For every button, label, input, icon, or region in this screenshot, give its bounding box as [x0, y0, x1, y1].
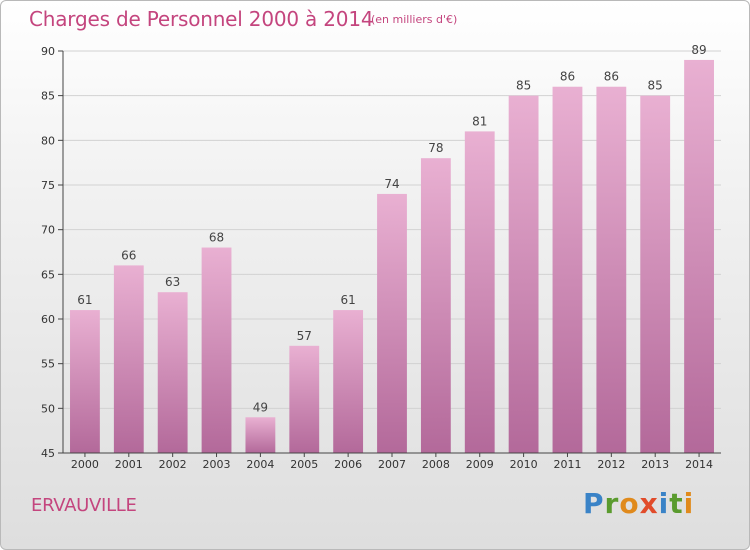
proxiti-logo[interactable]: Proxiti — [583, 487, 695, 520]
bar-2002 — [157, 292, 188, 453]
data-label: 86 — [560, 70, 575, 84]
bar-2004 — [245, 417, 276, 453]
data-label: 66 — [121, 248, 136, 262]
x-tick-label: 2013 — [641, 458, 669, 471]
bar-2006 — [333, 310, 364, 453]
x-tick-label: 2007 — [378, 458, 406, 471]
data-label: 61 — [340, 293, 355, 307]
data-label: 81 — [472, 114, 487, 128]
x-tick-label: 2005 — [290, 458, 318, 471]
x-tick-label: 2000 — [71, 458, 99, 471]
bar-2001 — [113, 265, 144, 453]
x-tick-label: 2010 — [510, 458, 538, 471]
bar-2005 — [289, 345, 320, 453]
data-label: 86 — [604, 70, 619, 84]
bar-2008 — [420, 158, 451, 453]
x-tick-label: 2008 — [422, 458, 450, 471]
x-tick-label: 2003 — [203, 458, 231, 471]
bar-2003 — [201, 247, 232, 453]
axis-layer: 45 50 55 60 65 70 75 80 85 90 2000 2001 2002 2003 2004… — [41, 45, 721, 471]
y-tick-label: 55 — [41, 358, 55, 371]
y-tick-label: 80 — [41, 134, 55, 147]
data-label: 63 — [165, 275, 180, 289]
bar-2013 — [640, 95, 671, 454]
chart-subtitle: (en milliers d'€) — [371, 13, 458, 26]
y-tick-label: 50 — [41, 402, 55, 415]
x-tick-label: 2012 — [597, 458, 625, 471]
y-tick-label: 75 — [41, 179, 55, 192]
bar-2014 — [684, 59, 714, 453]
y-tick-label: 45 — [41, 447, 55, 460]
bar-2012 — [596, 86, 627, 453]
y-tick-label: 60 — [41, 313, 55, 326]
bar-2010 — [508, 95, 539, 454]
x-tick-label: 2014 — [685, 458, 713, 471]
x-tick-label: 2006 — [334, 458, 362, 471]
data-label: 61 — [77, 293, 92, 307]
x-tick-label: 2009 — [466, 458, 494, 471]
x-tick-label: 2001 — [115, 458, 143, 471]
x-tick-label: 2002 — [159, 458, 187, 471]
data-label: 74 — [384, 177, 399, 191]
place-name: ERVAUVILLE — [31, 495, 137, 516]
bar-2000 — [70, 310, 100, 453]
bar-2009 — [464, 131, 495, 453]
data-label: 89 — [691, 43, 706, 57]
data-label: 49 — [253, 400, 268, 414]
x-tick-label: 2011 — [553, 458, 581, 471]
y-tick-label: 70 — [41, 224, 55, 237]
data-label: 85 — [648, 79, 663, 93]
data-label: 68 — [209, 231, 224, 245]
bar-2011 — [552, 86, 583, 453]
y-tick-label: 85 — [41, 90, 55, 103]
chart-title: Charges de Personnel 2000 à 2014 — [29, 7, 374, 31]
bar-layer: 61 66 63 68 49 57 61 74 78 81 85 86 86 85 89 — [70, 43, 714, 454]
x-tick-label: 2004 — [246, 458, 274, 471]
data-label: 57 — [297, 329, 312, 343]
y-tick-label: 65 — [41, 268, 55, 281]
data-label: 78 — [428, 141, 443, 155]
data-label: 85 — [516, 79, 531, 93]
y-tick-label: 90 — [41, 45, 55, 58]
bar-2007 — [377, 193, 407, 453]
